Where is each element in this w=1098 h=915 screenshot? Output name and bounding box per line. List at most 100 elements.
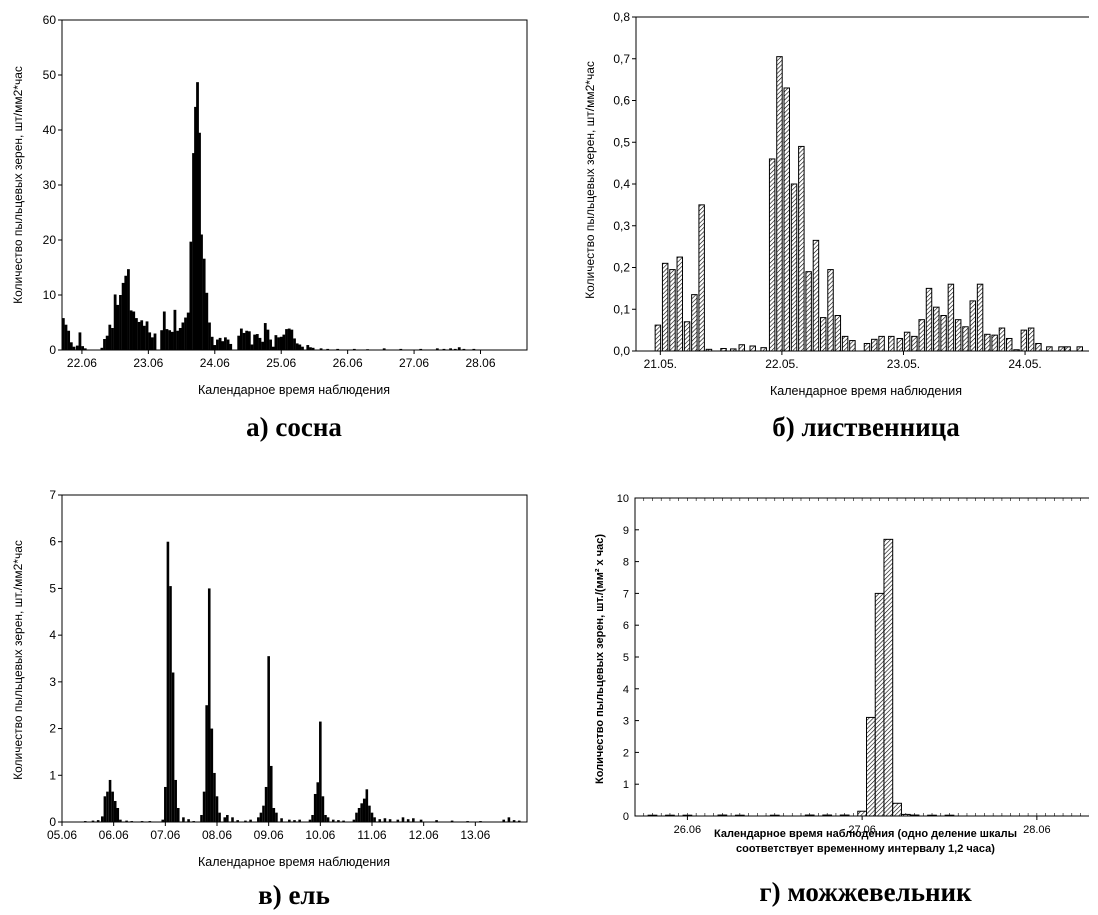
bar bbox=[998, 327, 1006, 352]
y-tick-label: 9 bbox=[623, 525, 629, 537]
bar bbox=[202, 791, 206, 822]
y-tick-label: 10 bbox=[43, 288, 57, 302]
y-tick-label: 0,4 bbox=[613, 177, 630, 191]
y-tick-label: 0,8 bbox=[613, 10, 630, 24]
x-tick-label: 21.05. bbox=[644, 357, 677, 371]
bar bbox=[298, 819, 301, 822]
bar bbox=[247, 331, 251, 350]
bar bbox=[200, 234, 203, 350]
bar bbox=[944, 814, 955, 817]
bar bbox=[738, 344, 746, 352]
bar bbox=[186, 312, 190, 350]
bar bbox=[176, 330, 179, 350]
bar bbox=[113, 294, 117, 350]
chart-panel-spruce: 0 1 2 3 4 5 6 7 05.06 06.06 07.06 08.06 09.06 10.06 11… bbox=[0, 465, 540, 915]
bar bbox=[205, 705, 208, 822]
bar bbox=[200, 814, 203, 822]
bar bbox=[189, 241, 193, 350]
bar bbox=[113, 800, 117, 822]
bar bbox=[213, 772, 216, 822]
bar bbox=[1076, 346, 1083, 352]
chart-svg-pine: 0 10 20 30 40 50 60 22.06 23.06 24.06 25.06 26.06 27… bbox=[43, 13, 528, 370]
bar bbox=[903, 331, 911, 352]
bar bbox=[466, 821, 469, 822]
bar bbox=[1013, 349, 1020, 352]
bar bbox=[119, 819, 122, 822]
bar bbox=[1064, 346, 1071, 352]
bar bbox=[324, 814, 327, 822]
bar bbox=[162, 311, 166, 350]
bar bbox=[210, 728, 214, 822]
bar bbox=[255, 334, 259, 350]
bar bbox=[976, 283, 984, 352]
y-tick-label: 0,2 bbox=[613, 261, 630, 275]
bar bbox=[161, 819, 165, 822]
bar bbox=[105, 335, 109, 350]
bar bbox=[101, 816, 104, 822]
y-tick-label: 40 bbox=[43, 123, 57, 137]
bar bbox=[892, 802, 902, 817]
bar bbox=[124, 275, 128, 350]
bar bbox=[229, 343, 233, 350]
bar bbox=[207, 588, 211, 822]
chart-svg-juniper: 0 1 2 3 4 5 6 7 8 9 10 26.06 27.06 28.06 bbox=[617, 493, 1089, 836]
x-tick-label: 23.06 bbox=[133, 356, 163, 370]
bar bbox=[192, 821, 196, 822]
bar bbox=[947, 283, 955, 352]
bar bbox=[827, 269, 834, 352]
bar bbox=[129, 310, 133, 350]
bar bbox=[224, 337, 227, 350]
bar bbox=[798, 145, 805, 352]
y-tick-label: 7 bbox=[623, 588, 629, 600]
bar bbox=[336, 348, 340, 350]
bar bbox=[226, 339, 230, 350]
bar bbox=[218, 812, 221, 822]
bar bbox=[760, 347, 767, 352]
bar bbox=[130, 821, 134, 822]
x-tick-label: 25.06 bbox=[266, 356, 296, 370]
bar bbox=[96, 820, 100, 822]
bar bbox=[274, 335, 278, 350]
bar bbox=[768, 158, 776, 352]
bar bbox=[293, 820, 296, 822]
bar bbox=[790, 183, 798, 352]
bar bbox=[1058, 346, 1065, 352]
bar bbox=[311, 814, 314, 822]
x-tick-label: 12.06 bbox=[409, 828, 439, 842]
bar bbox=[849, 340, 856, 352]
bar bbox=[258, 337, 262, 350]
bar bbox=[275, 812, 278, 822]
bar bbox=[182, 817, 185, 822]
chart-svg-larch: 0,0 0,1 0,2 0,3 0,4 0,5 0,6 0,7 0,8 21.05. 22.05. 2… bbox=[613, 10, 1089, 371]
bar bbox=[72, 346, 76, 350]
y-tick-label: 0,0 bbox=[613, 344, 630, 358]
bar bbox=[804, 814, 815, 817]
bar bbox=[135, 318, 138, 350]
bar bbox=[900, 813, 911, 817]
bar bbox=[125, 820, 128, 822]
bar bbox=[479, 821, 482, 822]
bar bbox=[166, 541, 170, 822]
bar bbox=[187, 819, 190, 822]
x-tick-label: 09.06 bbox=[254, 828, 284, 842]
bar bbox=[61, 318, 65, 350]
plot-frame bbox=[61, 494, 528, 823]
y-tick-label: 0 bbox=[623, 811, 629, 823]
x-tick-label: 08.06 bbox=[202, 828, 232, 842]
bar bbox=[805, 271, 812, 352]
bar bbox=[502, 819, 506, 822]
bar bbox=[517, 820, 521, 822]
bar bbox=[196, 82, 199, 351]
bar bbox=[263, 323, 267, 350]
bar bbox=[647, 814, 658, 817]
bar bbox=[370, 812, 374, 822]
bar bbox=[145, 321, 149, 350]
bar bbox=[896, 337, 904, 352]
bar bbox=[691, 294, 698, 352]
bar bbox=[911, 335, 918, 352]
y-tick-label: 7 bbox=[49, 488, 56, 502]
y-tick-label: 60 bbox=[43, 13, 57, 27]
bar bbox=[453, 348, 457, 350]
y-tick-label: 8 bbox=[623, 557, 629, 569]
x-tick-label: 28.06 bbox=[465, 356, 495, 370]
